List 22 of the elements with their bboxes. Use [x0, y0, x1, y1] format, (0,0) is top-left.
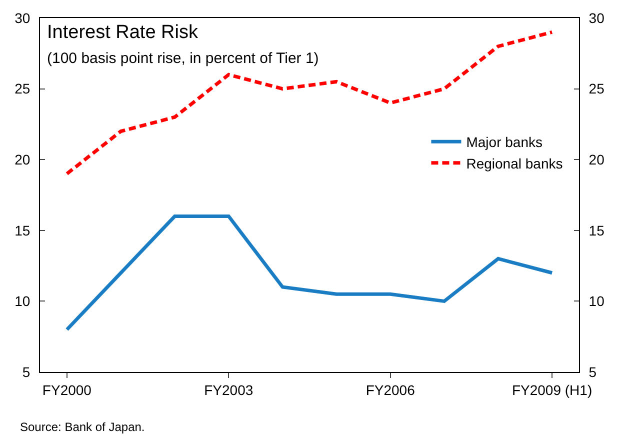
- y-tick-label: 20: [14, 152, 30, 168]
- chart-title: Interest Rate Risk: [47, 22, 198, 43]
- text: (100 basis point rise, in percent of Tier 1): [47, 50, 319, 67]
- y2-tick-label: 5: [588, 364, 597, 380]
- legend-label: Major banks: [466, 134, 542, 150]
- y-tick-label: 5: [22, 364, 30, 380]
- line-series: [65, 214, 554, 332]
- y-tick-label: 15: [14, 222, 30, 238]
- source-note: Source: Bank of Japan.: [20, 420, 145, 434]
- x-tick-label: FY2006: [366, 382, 416, 398]
- x-tick-label: FY2000: [42, 382, 92, 398]
- y2-tick-label: 15: [588, 222, 605, 238]
- y2-tick-label: 30: [588, 10, 605, 26]
- x-tick-label: FY2003: [204, 382, 254, 398]
- y2-tick-label: 10: [588, 293, 605, 310]
- y2-tick-label: 20: [588, 152, 605, 168]
- y-tick-label: 25: [14, 80, 30, 97]
- x-tick-label: FY2009 (H1): [512, 382, 592, 398]
- y-tick-label: 30: [14, 10, 30, 26]
- y-tick-label: 10: [14, 293, 30, 310]
- legend-label: Regional banks: [466, 155, 563, 172]
- y2-tick-label: 25: [588, 80, 605, 97]
